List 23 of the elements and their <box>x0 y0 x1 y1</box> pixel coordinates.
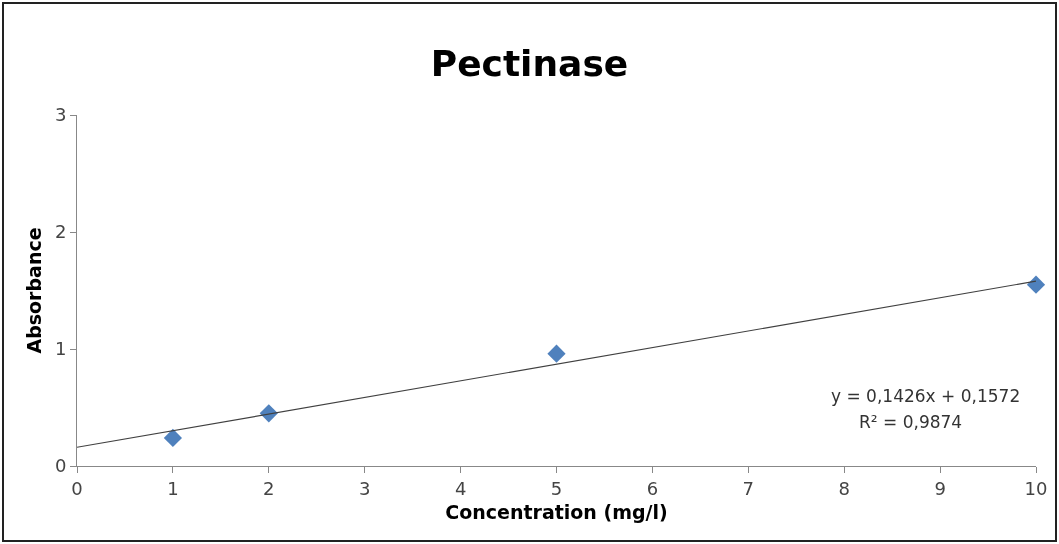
point <box>547 344 566 363</box>
annotation: R² = 0,9874 <box>859 412 963 432</box>
y-tick-label: 3 <box>54 104 67 126</box>
x-tick-label: 4 <box>454 477 467 499</box>
point <box>163 428 182 448</box>
chart-title: Pectinase <box>430 42 629 84</box>
y-tick-label: 2 <box>54 221 67 243</box>
y-axis-title: Absorbance <box>22 227 45 354</box>
x-tick-label: 2 <box>263 477 275 499</box>
y-tick-label: 0 <box>54 455 67 477</box>
x-tick-label: 9 <box>934 477 946 499</box>
x-tick-label: 3 <box>358 477 371 499</box>
x-tick-label: 5 <box>550 477 563 499</box>
annotation: y = 0,1426x + 0,1572 <box>831 386 1021 406</box>
point <box>1026 275 1046 294</box>
x-tick-label: 7 <box>742 477 755 499</box>
x-tick-label: 1 <box>167 477 179 499</box>
y-tick-label: 1 <box>54 338 67 360</box>
x-tick-label: 8 <box>838 477 850 499</box>
x-axis-title: Concentration (mg/l) <box>445 501 668 524</box>
x-tick-label: 0 <box>71 477 83 499</box>
x-tick-label: 6 <box>646 477 659 499</box>
x-tick-label: 10 <box>1024 477 1048 499</box>
